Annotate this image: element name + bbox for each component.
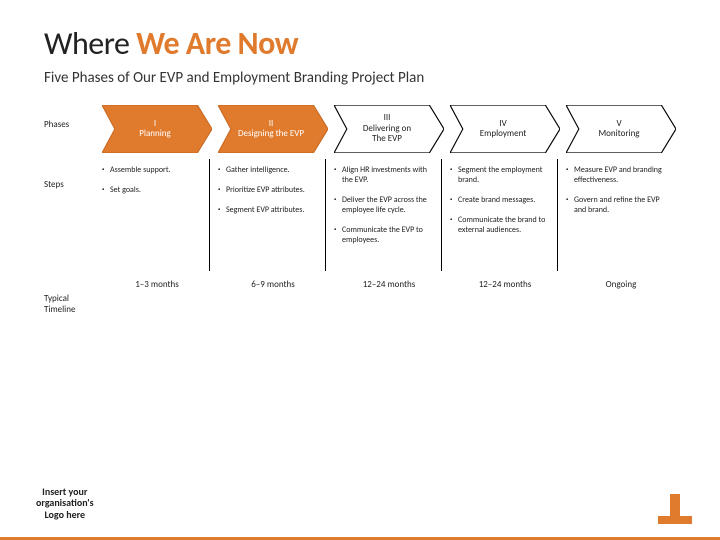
phase-name: Planning (139, 129, 171, 139)
footer: Insert yourorganisation'sLogo here (0, 482, 720, 540)
phase-name: Employment (480, 129, 526, 139)
column-divider (441, 159, 442, 271)
row-label-timeline: Typical Timeline (44, 279, 96, 315)
step-item: Set goals. (102, 185, 206, 195)
steps-row: Steps Assemble support. Set goals. Gather … (44, 165, 676, 265)
steps-cell-1: Assemble support. Set goals. (102, 165, 212, 265)
step-item: Communicate the brand to external audien… (450, 215, 554, 235)
phase-label: IVEmployment (450, 105, 560, 153)
phase-name: Monitoring (598, 129, 639, 139)
row-label-phases: Phases (44, 105, 96, 153)
phase-label: IIIDelivering onThe EVP (334, 105, 444, 153)
phase-arrow-3: IIIDelivering onThe EVP (334, 105, 444, 153)
phase-arrow-4: IVEmployment (450, 105, 560, 153)
step-item: Govern and refine the EVP and brand. (566, 195, 670, 215)
phases-row: Phases IPlanningIIDesigning the EVPIIIDe… (44, 105, 676, 153)
timeline-cell-2: 6–9 months (218, 279, 328, 315)
steps-list: Measure EVP and branding effectiveness. G… (566, 165, 670, 215)
step-item: Align HR investments with the EVP. (334, 165, 438, 185)
steps-cell-5: Measure EVP and branding effectiveness. G… (566, 165, 676, 265)
phase-arrow-1: IPlanning (102, 105, 212, 153)
row-label-steps: Steps (44, 165, 96, 265)
step-item: Measure EVP and branding effectiveness. (566, 165, 670, 185)
phase-label: IIDesigning the EVP (218, 105, 328, 153)
phase-label: IPlanning (102, 105, 212, 153)
phase-label: VMonitoring (566, 105, 676, 153)
timeline-label-1: Typical (44, 293, 96, 304)
step-item: Create brand messages. (450, 195, 554, 205)
step-item: Prioritize EVP attributes. (218, 185, 322, 195)
timeline-label-2: Timeline (44, 304, 96, 315)
column-divider (557, 159, 558, 271)
steps-cell-4: Segment the employment brand. Create bran… (450, 165, 560, 265)
steps-list: Segment the employment brand. Create bran… (450, 165, 554, 235)
page-title: Where We Are Now (44, 24, 676, 63)
column-divider (209, 159, 210, 271)
step-item: Assemble support. (102, 165, 206, 175)
slide: Where We Are Now Five Phases of Our EVP … (0, 0, 720, 540)
step-item: Deliver the EVP across the employee life… (334, 195, 438, 215)
steps-cell-3: Align HR investments with the EVP. Delive… (334, 165, 444, 265)
brand-logo (658, 494, 692, 524)
steps-list: Align HR investments with the EVP. Delive… (334, 165, 438, 245)
brand-logo-vertical (670, 494, 680, 518)
timeline-cell-4: 12–24 months (450, 279, 560, 315)
step-item: Gather intelligence. (218, 165, 322, 175)
step-item: Segment the employment brand. (450, 165, 554, 185)
phase-name: Delivering onThe EVP (363, 124, 411, 145)
steps-cell-2: Gather intelligence. Prioritize EVP attri… (218, 165, 328, 265)
title-accent: We Are Now (136, 24, 298, 63)
phase-arrow-5: VMonitoring (566, 105, 676, 153)
phase-arrow-2: IIDesigning the EVP (218, 105, 328, 153)
logo-placeholder: Insert yourorganisation'sLogo here (36, 486, 94, 521)
content-grid: Phases IPlanningIIDesigning the EVPIIIDe… (44, 105, 676, 315)
timeline-cell-5: Ongoing (566, 279, 676, 315)
subtitle: Five Phases of Our EVP and Employment Br… (44, 69, 676, 87)
step-item: Communicate the EVP to employees. (334, 225, 438, 245)
column-divider (325, 159, 326, 271)
title-plain: Where (44, 24, 136, 63)
timeline-cell-1: 1–3 months (102, 279, 212, 315)
steps-list: Gather intelligence. Prioritize EVP attri… (218, 165, 322, 215)
timeline-row: Typical Timeline 1–3 months6–9 months12–… (44, 279, 676, 315)
timeline-cell-3: 12–24 months (334, 279, 444, 315)
steps-list: Assemble support. Set goals. (102, 165, 206, 195)
phase-name: Designing the EVP (238, 129, 304, 139)
brand-logo-horizontal (658, 516, 692, 524)
step-item: Segment EVP attributes. (218, 205, 322, 215)
